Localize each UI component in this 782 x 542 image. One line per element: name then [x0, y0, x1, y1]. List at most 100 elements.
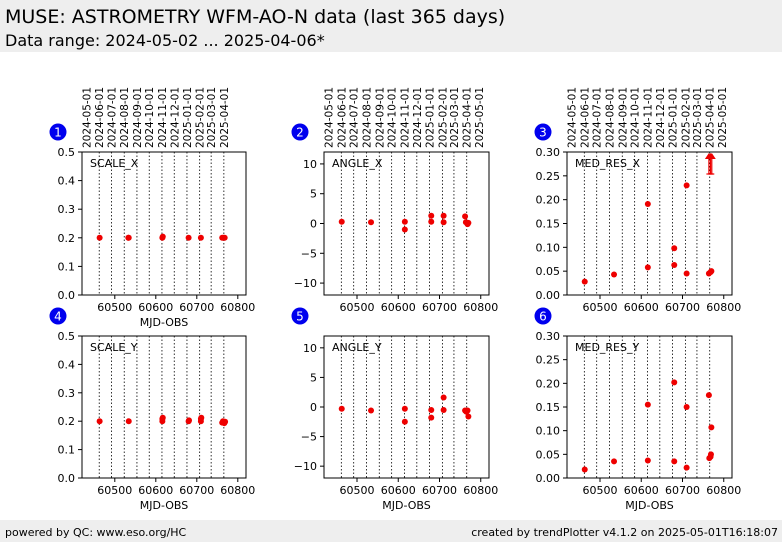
date-tick-label: 2024-08-01 — [361, 87, 373, 148]
data-point — [683, 404, 690, 410]
data-point — [671, 379, 678, 386]
axes-frame — [323, 151, 490, 296]
data-point — [428, 406, 435, 413]
data-point — [683, 182, 690, 189]
data-point — [683, 270, 690, 277]
date-tick-label: 2024-05-01 — [567, 87, 579, 148]
date-tick-label: 2024-07-01 — [107, 87, 119, 148]
y-tick-label: 10 — [303, 342, 317, 355]
data-point — [197, 234, 204, 241]
date-tick-label: 2024-10-01 — [144, 87, 156, 148]
y-tick-label: 0.5 — [58, 330, 76, 343]
data-point — [368, 219, 375, 226]
date-tick-label: 2024-09-01 — [374, 87, 386, 148]
axes-frame — [81, 335, 247, 479]
data-point — [159, 414, 166, 421]
data-point — [159, 233, 166, 240]
date-tick-label: 2024-11-01 — [642, 87, 654, 148]
y-tick-label: −5 — [301, 247, 317, 260]
date-tick-label: 2024-05-01 — [324, 87, 336, 148]
y-tick-label: 0.00 — [536, 472, 561, 485]
data-point — [401, 418, 408, 425]
data-point — [644, 200, 651, 207]
data-point — [440, 394, 447, 401]
data-point — [581, 466, 588, 473]
report-header: MUSE: ASTROMETRY WFM-AO-N data (last 365… — [0, 0, 782, 52]
panel-1: 0.0 0.1 0.2 0.3 0.4 0.5 60500 60600 60700 60800 MJ… — [49, 87, 255, 329]
y-tick-label: 0.05 — [536, 265, 561, 278]
data-point — [644, 401, 651, 408]
x-tick-label: 60500 — [340, 301, 375, 314]
y-tick-label: −5 — [301, 431, 317, 444]
data-point — [644, 264, 651, 271]
date-tick-label: 2024-11-01 — [399, 87, 411, 148]
date-tick-label: 2024-06-01 — [579, 87, 591, 148]
y-tick-label: 0.25 — [536, 354, 561, 367]
date-tick-label: 2024-12-01 — [169, 87, 181, 148]
date-tick-label: 2025-03-01 — [692, 87, 704, 148]
panel-label: MED_RES_X — [575, 157, 640, 170]
data-point — [462, 213, 469, 220]
data-point — [440, 219, 447, 226]
y-tick-label: 0.3 — [58, 203, 76, 216]
data-point — [185, 234, 192, 241]
axes-frame — [566, 151, 733, 296]
data-point — [465, 413, 472, 420]
panel-4: 0.0 0.1 0.2 0.3 0.4 0.5 60500 60600 60700 60800 MJ… — [49, 307, 255, 512]
data-point — [338, 218, 345, 225]
y-tick-label: 0.10 — [536, 425, 561, 438]
panel-label: MED_RES_Y — [575, 341, 639, 354]
data-point — [401, 226, 408, 233]
data-point — [465, 219, 472, 226]
data-point — [611, 458, 618, 465]
x-tick-label: 60700 — [179, 484, 214, 497]
y-tick-label: 0.4 — [58, 358, 76, 371]
y-tick-label: 0.20 — [536, 377, 561, 390]
date-tick-label: 2025-02-01 — [195, 87, 207, 148]
x-tick-label: 60700 — [665, 301, 700, 314]
data-point — [338, 405, 345, 412]
y-tick-label: 0.25 — [536, 170, 561, 183]
footer-created: created by trendPlotter v4.1.2 on 2025-0… — [471, 526, 778, 539]
x-tick-label: 60800 — [463, 301, 498, 314]
panel-badge — [534, 307, 552, 325]
data-point — [671, 245, 678, 252]
x-tick-label: 60500 — [97, 301, 132, 314]
panel-badge-number: 2 — [296, 126, 304, 140]
data-point — [368, 407, 375, 414]
date-tick-label: 2025-02-01 — [437, 87, 449, 148]
data-point — [644, 457, 651, 464]
y-tick-label: 0.30 — [536, 330, 561, 343]
y-tick-label: 0.1 — [58, 444, 76, 457]
panel-5: −10 −5 0 5 10 60500 60600 60700 60800 MJD-OBS ANGL… — [291, 307, 498, 512]
date-tick-label: 2024-08-01 — [604, 87, 616, 148]
x-tick-label: 60600 — [381, 484, 416, 497]
x-tick-label: 60800 — [220, 484, 255, 497]
date-tick-label: 2024-10-01 — [387, 87, 399, 148]
data-point — [428, 414, 435, 421]
panel-badge — [291, 123, 309, 141]
data-point — [707, 451, 714, 458]
panel-3: 0.00 0.05 0.10 0.15 0.20 0.25 0.30 60500 60600 60… — [534, 87, 741, 314]
data-point — [221, 234, 228, 241]
y-tick-label: 0.05 — [536, 448, 561, 461]
date-tick-label: 2025-04-01 — [219, 87, 231, 148]
date-tick-label: 2025-03-01 — [449, 87, 461, 148]
x-tick-label: 60500 — [340, 484, 375, 497]
y-tick-label: 0.2 — [58, 415, 76, 428]
x-axis-label: MJD-OBS — [140, 316, 188, 329]
data-point — [401, 218, 408, 225]
y-tick-label: 0.4 — [58, 175, 76, 188]
data-point — [96, 234, 103, 241]
data-point — [440, 212, 447, 219]
panel-label: ANGLE_X — [332, 157, 383, 170]
panel-badge-number: 5 — [296, 310, 304, 324]
data-point — [581, 278, 588, 285]
data-range-subtitle: Data range: 2024-05-02 ... 2025-04-06* — [5, 31, 325, 50]
data-point — [125, 234, 132, 241]
y-tick-label: 0.0 — [58, 289, 76, 302]
data-point — [671, 458, 678, 465]
date-tick-label: 2025-04-01 — [462, 87, 474, 148]
x-tick-label: 60600 — [624, 301, 659, 314]
